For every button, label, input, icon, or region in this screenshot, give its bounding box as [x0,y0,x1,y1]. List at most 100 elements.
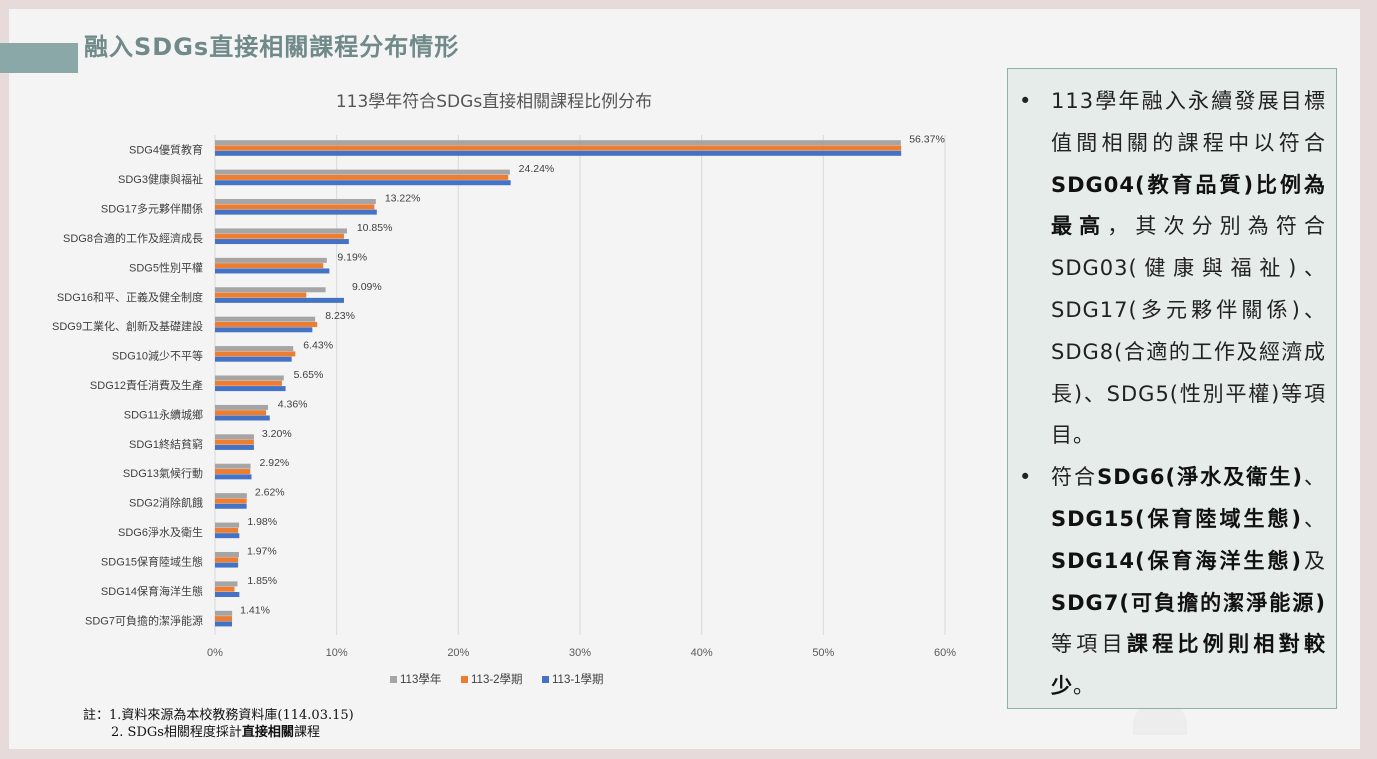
bar [215,327,313,333]
bar [215,415,270,421]
category-label: SDG8合適的工作及經濟成長 [63,231,203,245]
bar [215,351,296,357]
summary-point-1: • 113學年融入永續發展目標值間相關的課程中以符合 SDG04(教育品質)比例為最… [1018,81,1326,457]
data-label: 4.36% [278,398,308,410]
data-label: 56.37% [909,134,945,146]
data-label: 1.41% [240,604,270,616]
bar [215,404,269,410]
legend-label: 113-2學期 [471,673,523,686]
p2-segment-10: 。 [1073,674,1095,699]
p1-segment-1: SDG04(教育品質)比例為最高 [1051,172,1326,239]
category-label: SDG12責任消費及生產 [90,378,203,392]
legend: 113學年 113-2學期 113-1學期 [390,672,604,686]
p1-segment-2: ，其次分別為符合SDG03(健康與福祉)、SDG17(多元夥伴關係)、SDG8(… [1051,214,1327,448]
p2-segment-3: SDG15(保育陸域生態) [1051,506,1303,531]
bar [215,621,233,627]
data-label: 1.85% [247,575,277,587]
footnote-1: 註：1.資料來源為本校教務資料庫(114.03.15) [83,708,354,723]
bar [215,591,240,597]
bar [215,522,240,528]
bar [215,557,239,563]
category-label: SDG4優質教育 [129,143,203,157]
bar [215,263,324,269]
bar [215,380,282,386]
bar [215,586,235,592]
bar [215,527,239,533]
bar [215,463,251,469]
bullet-icon: • [1019,465,1033,490]
bar [215,257,327,263]
category-label: SDG16和平、正義及健全制度 [57,290,203,304]
category-label: SDG11永續城鄉 [124,407,203,421]
bar [215,346,294,352]
bar [215,150,902,156]
p2-segment-0: 符合 [1051,465,1098,490]
category-label: SDG17多元夥伴關係 [101,202,203,216]
bullet-icon: • [1019,89,1033,113]
bar [215,287,326,293]
p2-segment-4: 、 [1302,506,1327,531]
p2-segment-1: SDG6(淨水及衛生) [1097,465,1303,490]
summary-point-2: • 符合SDG6(淨水及衛生)、SDG15(保育陸域生態)、SDG14(保育海洋生… [1018,457,1326,708]
data-label: 2.92% [260,457,290,469]
footnotes: 註：1.資料來源為本校教務資料庫(114.03.15) 2. SDGs相關程度採… [83,707,354,741]
data-label: 9.09% [352,281,382,293]
bar [215,356,292,362]
category-label: SDG5性別平權 [129,260,203,274]
bar [215,562,239,568]
p2-segment-5: SDG14(保育海洋生態) [1051,548,1303,573]
category-label: SDG6淨水及衛生 [118,525,203,539]
p2-segment-2: 、 [1302,465,1327,490]
footnote-2: 2. SDGs相關程度採計直接相關課程 [83,724,354,741]
p1-segment-0: 113學年融入永續發展目標值間相關的課程中以符合 [1051,89,1326,155]
x-tick-label: 60% [934,647,956,659]
bar [215,297,344,303]
x-tick-label: 30% [569,647,591,659]
category-labels: SDG4優質教育 SDG3健康與福祉 SDG17多元夥伴關係 SDG8合適的工作及經濟… [52,143,203,628]
data-label: 2.62% [255,487,285,499]
bar [215,444,254,450]
bar [215,169,510,175]
bar [215,439,254,445]
chart-title: 113學年符合SDGs直接相關課程比例分布 [335,92,653,112]
category-label: SDG2消除飢餓 [129,496,203,510]
x-tick-label: 0% [207,647,223,659]
summary-box: • 113學年融入永續發展目標值間相關的課程中以符合 SDG04(教育品質)比例為最… [1007,68,1337,709]
p2-segment-7: SDG7(可負擔的潔淨能源) [1051,590,1326,615]
bar [215,410,267,416]
data-labels: 56.37% 24.24% 13.22% 10.85% 9.19% 9.09% 8.23% 6… [240,134,945,617]
bar [215,533,240,539]
legend-label: 113學年 [400,672,441,686]
legend-swatch [542,676,549,683]
footnote-2-suffix: 課程 [293,725,320,740]
summary-text-1: 113學年融入永續發展目標值間相關的課程中以符合 SDG04(教育品質)比例為最高… [1051,89,1326,447]
bar [215,469,251,475]
x-tick-label: 50% [812,647,834,659]
category-label: SDG9工業化、創新及基礎建設 [52,319,203,333]
data-label: 5.65% [294,369,324,381]
bar [215,204,375,210]
data-label: 8.23% [325,310,355,322]
bar [215,434,254,440]
data-label: 6.43% [303,340,333,352]
bar [215,498,247,504]
p2-segment-6: 及 [1302,548,1327,573]
data-label: 10.85% [357,222,393,234]
category-label: SDG7可負擔的潔淨能源 [85,613,203,627]
bar [215,386,286,392]
bar [215,180,511,186]
bar-chart: SDG4優質教育 SDG3健康與福祉 SDG17多元夥伴關係 SDG8合適的工作及經濟… [52,134,956,686]
x-tick-label: 20% [447,647,469,659]
category-label: SDG15保育陸域生態 [101,554,203,568]
bar [215,503,247,509]
bar [215,375,284,381]
slide-title: 融入SDGs直接相關課程分布情形 [84,33,460,61]
summary-text-2: 符合SDG6(淨水及衛生)、SDG15(保育陸域生態)、SDG14(保育海洋生態… [1051,465,1326,698]
p2-segment-9: 課程比例則相對較少 [1051,632,1327,699]
bar [215,209,377,215]
legend-swatch [461,676,468,683]
gridlines [214,135,946,635]
bar [215,610,233,616]
bar [215,292,307,298]
bar [215,145,902,151]
